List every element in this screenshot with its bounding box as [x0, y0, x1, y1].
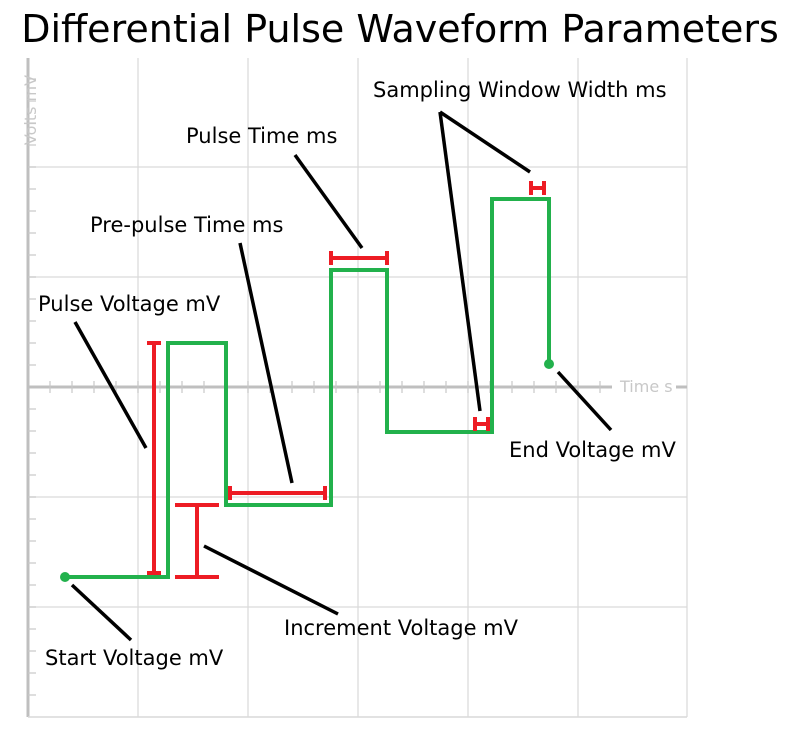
end-voltage-leader	[556, 370, 613, 432]
measurement-markers	[147, 181, 546, 579]
increment-voltage-leader	[203, 544, 339, 616]
increment-voltage-marker	[175, 503, 219, 579]
pulse-time-marker	[329, 251, 389, 265]
pre-pulse-leader	[238, 242, 294, 484]
label-sampling-window-width: Sampling Window Width ms	[373, 78, 667, 102]
pulse-time-leader	[293, 153, 364, 250]
annotation-labels: Sampling Window Width ms Pulse Time ms P…	[38, 78, 676, 670]
sampling-window-marker-low	[473, 417, 490, 431]
x-axis-label: Time s	[619, 377, 673, 396]
pulse-voltage-leader	[73, 321, 148, 449]
label-pulse-voltage: Pulse Voltage mV	[38, 292, 221, 316]
label-pulse-time: Pulse Time ms	[186, 124, 337, 148]
label-pre-pulse-time: Pre-pulse Time ms	[90, 213, 283, 237]
label-increment-voltage: Increment Voltage mV	[284, 616, 519, 640]
sampling-window-marker-high	[529, 181, 546, 195]
start-point	[60, 572, 70, 582]
diagram-title: Differential Pulse Waveform Parameters	[21, 7, 779, 51]
sampling-leader-b	[439, 110, 531, 174]
pulse-voltage-marker	[147, 341, 161, 575]
y-axis-label: Volts mV	[21, 75, 40, 145]
end-point	[544, 359, 554, 369]
pre-pulse-time-marker	[228, 486, 327, 500]
label-end-voltage: End Voltage mV	[509, 438, 676, 462]
label-start-voltage: Start Voltage mV	[45, 646, 224, 670]
waveform-line	[65, 197, 551, 579]
start-voltage-leader	[70, 583, 133, 642]
leader-lines	[70, 110, 613, 642]
sampling-leader-a	[438, 111, 482, 412]
